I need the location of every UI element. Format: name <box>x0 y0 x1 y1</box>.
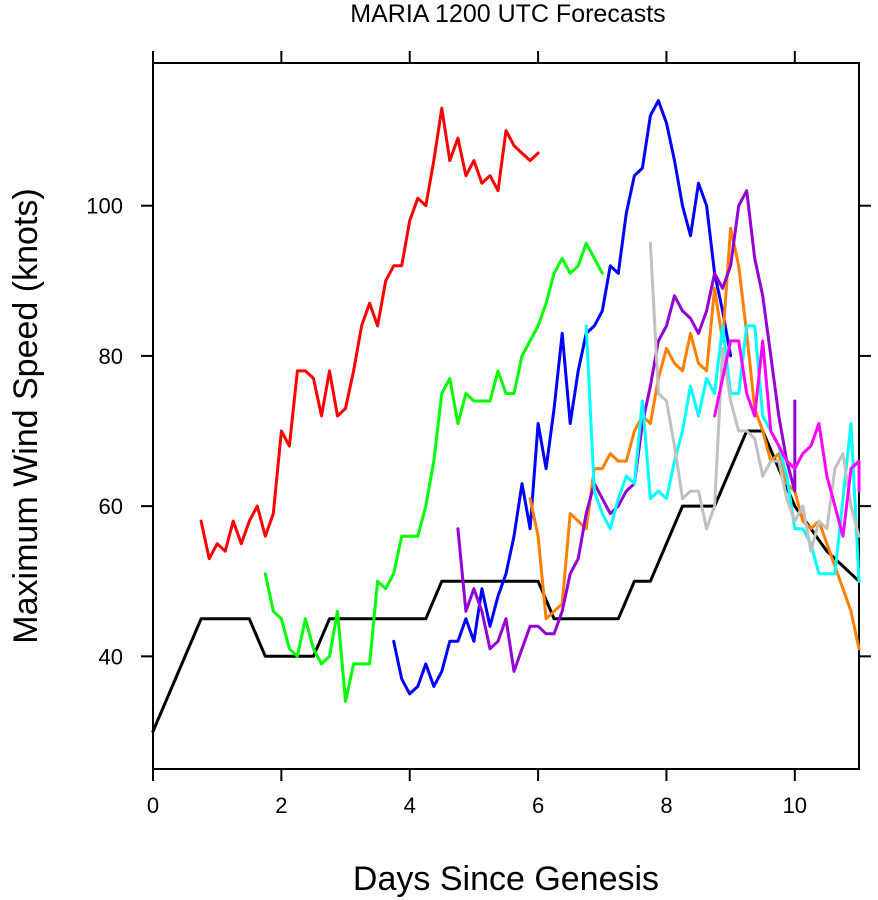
series-layer <box>151 99 861 733</box>
axis-ticks <box>141 51 871 781</box>
series-line-7 <box>648 241 861 553</box>
tick-labels: 0 2 4 6 8 10 40 60 80 100 <box>86 194 807 818</box>
y-tick-label: 60 <box>99 494 123 519</box>
y-axis-title: Maximum Wind Speed (knots) <box>7 188 45 643</box>
y-tick-label: 40 <box>99 644 123 669</box>
x-tick-label: 8 <box>660 793 672 818</box>
series-line-3 <box>392 99 733 696</box>
x-tick-label: 10 <box>783 793 807 818</box>
series-line-1 <box>199 106 540 561</box>
series-line-8 <box>713 339 861 538</box>
x-axis-title: Days Since Genesis <box>353 860 659 898</box>
y-tick-label: 80 <box>99 344 123 369</box>
series-line-4 <box>528 226 861 651</box>
series-line-2 <box>263 241 604 703</box>
y-tick-label: 100 <box>86 194 123 219</box>
x-tick-label: 4 <box>404 793 416 818</box>
series-line-6 <box>584 324 861 583</box>
plot-frame <box>152 62 860 770</box>
x-tick-label: 6 <box>532 793 544 818</box>
chart-title: MARIA 1200 UTC Forecasts <box>350 0 665 28</box>
x-tick-label: 0 <box>147 793 159 818</box>
x-tick-label: 2 <box>275 793 287 818</box>
series-line-5 <box>456 189 797 673</box>
series-line-0 <box>151 429 861 733</box>
